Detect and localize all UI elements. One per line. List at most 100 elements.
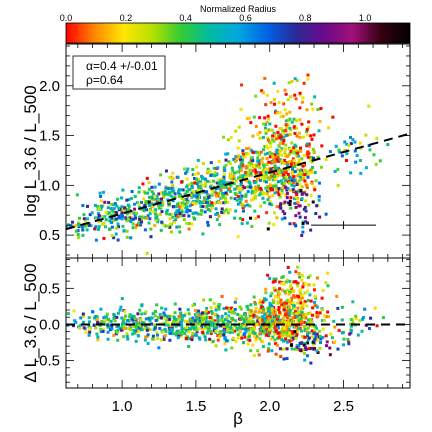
data-point [298,326,302,330]
data-point [222,209,226,213]
data-point [133,194,137,198]
data-point [139,200,143,204]
data-point [219,319,223,323]
data-point [294,178,298,182]
data-point [289,343,293,347]
data-point [180,318,184,322]
data-point [195,182,199,186]
data-point [121,188,125,192]
data-point [275,148,279,152]
data-point [213,171,217,175]
data-point [222,194,226,198]
data-point [191,201,195,205]
data-point [287,292,291,296]
data-point [293,201,297,205]
data-point [206,179,210,183]
data-point [270,172,274,176]
data-point [239,307,243,311]
data-point [146,326,150,330]
data-point [217,186,221,190]
data-point [229,189,233,193]
data-point [207,327,211,331]
data-point [181,329,185,333]
data-point [321,288,325,292]
data-point [309,361,313,365]
data-point [340,305,344,309]
data-point [291,173,295,177]
data-point [346,337,350,341]
data-point [148,328,152,332]
data-point [283,313,287,317]
data-point [138,324,142,328]
data-point [282,339,286,343]
data-point [197,192,201,196]
data-point [235,156,239,160]
data-point [144,208,148,212]
data-point [224,322,228,326]
data-point [233,191,237,195]
data-point [298,135,302,139]
data-point [236,202,240,206]
data-point [274,188,278,192]
data-point [200,316,204,320]
data-point [93,203,97,207]
data-point [225,306,229,310]
data-point [188,327,192,331]
data-point [116,222,120,226]
data-point [209,161,213,165]
data-point [215,211,219,215]
data-point [202,199,206,203]
data-point [241,218,245,222]
data-point [222,323,226,327]
data-point [196,180,200,184]
data-point [234,209,238,213]
data-point [150,190,154,194]
data-point [201,321,205,325]
data-point [153,323,157,327]
data-point [294,325,298,329]
data-point [275,150,279,154]
data-point [177,191,181,195]
data-point [246,190,250,194]
data-point [304,220,308,224]
data-point [110,327,114,331]
data-point [214,308,218,312]
data-point [298,316,302,320]
data-point [267,128,271,132]
data-point [276,131,280,135]
data-point [190,181,194,185]
data-point [269,169,273,173]
data-point [194,325,198,329]
data-point [273,98,277,102]
data-point [126,207,130,211]
data-point [373,306,377,310]
data-point [192,302,196,306]
data-point [153,326,157,330]
data-point [305,144,309,148]
data-point [231,308,235,312]
data-point [290,164,294,168]
data-point [330,336,334,340]
data-point [216,316,220,320]
data-point [116,324,120,328]
data-point [285,112,289,116]
data-point [320,296,324,300]
data-point [87,223,91,227]
data-point [286,201,290,205]
data-point [187,312,191,316]
data-point [372,153,376,157]
data-point [215,172,219,176]
data-point [240,155,244,159]
data-point [348,135,352,139]
data-point [151,337,155,341]
data-point [81,233,85,237]
data-point [307,203,311,207]
data-point [313,330,317,334]
data-point [291,178,295,182]
data-point [220,210,224,214]
data-point [223,169,227,173]
data-point [283,88,287,92]
data-point [71,224,75,228]
data-point [349,142,353,146]
data-point [297,131,301,135]
